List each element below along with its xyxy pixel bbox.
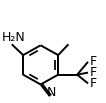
Text: F: F xyxy=(90,77,97,90)
Text: H₂N: H₂N xyxy=(1,31,25,44)
Text: F: F xyxy=(90,66,97,79)
Text: N: N xyxy=(47,86,56,99)
Text: F: F xyxy=(90,55,97,68)
